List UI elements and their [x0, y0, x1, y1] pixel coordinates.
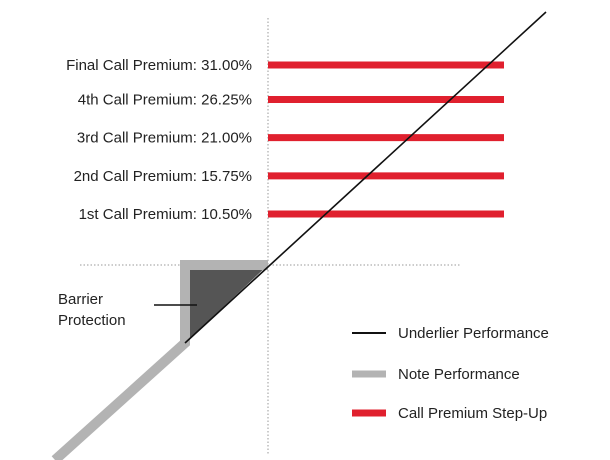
call-premium-label: 3rd Call Premium: 21.00%: [77, 130, 252, 147]
legend-label-note: Note Performance: [398, 366, 520, 383]
barrier-label: Barrier Protection: [58, 291, 126, 329]
call-premium-labels: Final Call Premium: 31.00% 4th Call Premi…: [66, 57, 252, 223]
call-premium-label: 1st Call Premium: 10.50%: [79, 206, 252, 223]
legend-label-call-premium: Call Premium Step-Up: [398, 405, 547, 422]
call-premium-label: 2nd Call Premium: 15.75%: [74, 168, 252, 185]
legend: Underlier Performance Note Performance C…: [352, 325, 549, 422]
note-performance-line: [51, 260, 268, 460]
barrier-label-line-2: Protection: [58, 312, 126, 329]
legend-label-underlier: Underlier Performance: [398, 325, 549, 342]
barrier-label-line-1: Barrier: [58, 291, 103, 308]
underlier-performance-line: [184, 11, 547, 344]
call-premium-bars: [268, 61, 504, 218]
call-premium-label: Final Call Premium: 31.00%: [66, 57, 252, 74]
call-premium-label: 4th Call Premium: 26.25%: [78, 92, 252, 109]
